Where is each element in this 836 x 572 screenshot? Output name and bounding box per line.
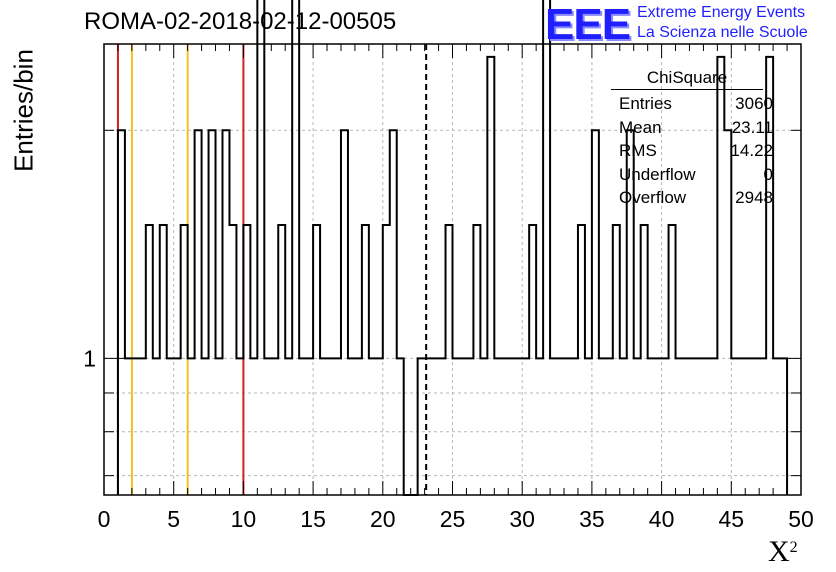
stats-row: Overflow 2948 <box>611 186 773 210</box>
stats-value: 14.22 <box>730 141 773 160</box>
x-tick-label: 50 <box>788 506 814 532</box>
x-tick-label: 0 <box>98 506 111 532</box>
stats-row: RMS 14.22 <box>611 139 773 163</box>
x-tick-label: 35 <box>579 506 605 532</box>
histogram-series <box>116 0 789 496</box>
x-axis-ticks: 0 5 10 15 20 25 30 35 40 45 50 <box>98 44 814 532</box>
stats-value: 0 <box>763 164 773 184</box>
y-axis-ticks: 1 <box>83 129 801 477</box>
chart-title: ROMA-02-2018-02-12-00505 <box>84 8 397 35</box>
eee-logo: EEE <box>545 0 631 49</box>
x-tick-label: 30 <box>509 506 535 532</box>
y-axis-label: Entries/bin <box>8 49 39 172</box>
x-tick-label: 15 <box>300 506 326 532</box>
stats-label: Entries <box>619 94 672 113</box>
stats-title: ChiSquare <box>611 68 763 90</box>
x-tick-label: 5 <box>167 506 180 532</box>
x-axis-label: X2 <box>768 535 798 568</box>
stats-label: Overflow <box>619 188 687 207</box>
reference-lines <box>116 44 428 495</box>
stats-label: Underflow <box>619 164 696 184</box>
x-tick-label: 45 <box>719 506 745 532</box>
stats-value: 3060 <box>735 94 773 113</box>
stats-row: Entries 3060 <box>611 92 773 116</box>
stats-row: Underflow 0 <box>611 163 773 187</box>
x-tick-label: 10 <box>231 506 257 532</box>
stats-row: Mean 23.11 <box>611 116 773 140</box>
stats-value: 2948 <box>735 188 773 207</box>
x-tick-label: 40 <box>649 506 675 532</box>
x-tick-label: 25 <box>440 506 466 532</box>
x-tick-label: 20 <box>370 506 396 532</box>
stats-label: RMS <box>619 141 657 160</box>
org-name-line2: La Scienza nelle Scuole <box>637 24 808 41</box>
org-name-line1: Extreme Energy Events <box>637 4 806 21</box>
stats-label: Mean <box>619 117 662 137</box>
y-tick-label: 1 <box>83 345 96 371</box>
stats-value: 23.11 <box>731 117 773 137</box>
stats-box: ChiSquare Entries 3060 Mean 23.11 RMS 14.22… <box>611 68 773 210</box>
